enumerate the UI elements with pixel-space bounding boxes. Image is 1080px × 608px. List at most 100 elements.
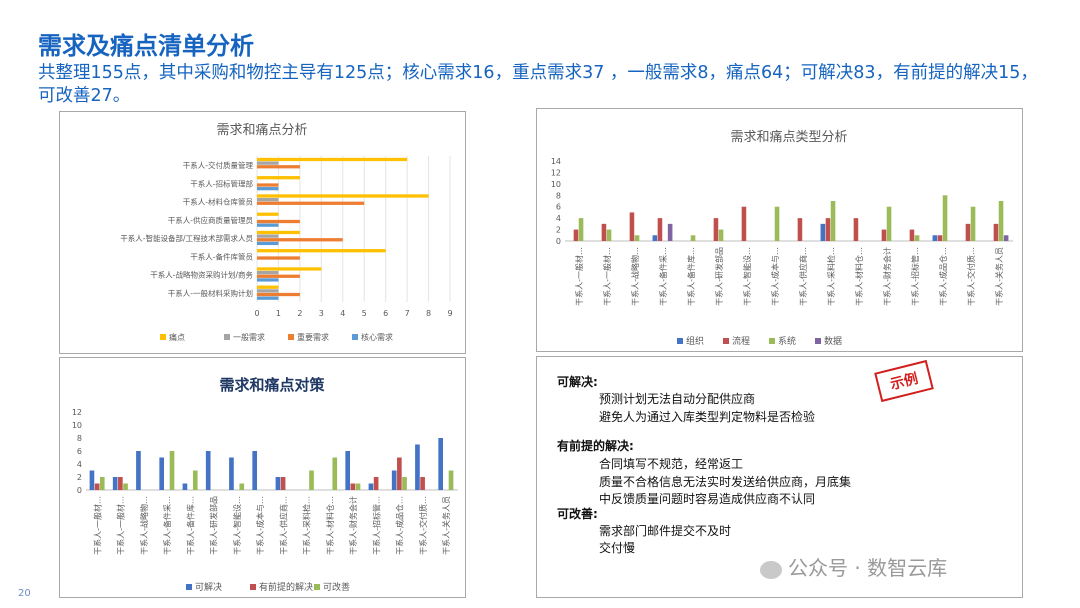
bar — [257, 223, 279, 227]
type-analysis-chart: 需求和痛点类型分析 0 2 4 6 8 10 12 14 干系人-一般材… 干系人-一般材… 干系人-… — [551, 129, 1013, 347]
x-tick-label: 7 — [405, 309, 410, 318]
category-label: 干系人-战略物… — [630, 247, 640, 306]
legend-swatch — [677, 338, 683, 344]
category-label: 干系人-一般材… — [574, 247, 584, 306]
bar — [182, 483, 188, 490]
x-tick-label: 5 — [362, 309, 367, 318]
bar — [257, 194, 429, 198]
category-label: 干系人-智能设… — [232, 496, 242, 555]
bar — [257, 176, 300, 180]
solvable-heading: 可解决: — [557, 375, 598, 389]
summary-text: 共整理155点，其中采购和物控主导有125点；核心需求16，重点需求37 ，一般… — [38, 63, 1038, 106]
bar — [252, 451, 258, 490]
category-label: 干系人-一般材料采购计划 — [168, 288, 253, 298]
category-label: 干系人-成本与… — [770, 247, 780, 306]
category-label: 干系人-关务人员 — [994, 247, 1004, 306]
legend-label: 系统 — [778, 335, 796, 347]
y-tick-label: 4 — [556, 214, 561, 223]
category-label: 干系人-交付质量管理 — [183, 160, 254, 170]
x-tick-label: 6 — [383, 309, 388, 318]
bar — [89, 470, 95, 490]
legend-swatch — [815, 338, 821, 344]
bar — [229, 457, 234, 490]
solvable-item: 预测计划无法自动分配供应商 — [599, 392, 756, 406]
chart-title: 需求和痛点对策 — [219, 376, 325, 394]
legend-label: 核心需求 — [361, 332, 393, 342]
bar — [136, 451, 141, 490]
bar — [448, 470, 454, 490]
category-label: 干系人-材料仓… — [854, 247, 864, 306]
bar — [391, 470, 397, 490]
bar — [713, 218, 719, 241]
bar — [402, 477, 407, 490]
bar — [853, 218, 859, 241]
chart-panel-demand-pain: 需求和痛点分析 0 1 2 3 4 5 6 7 8 9 干系人-交付质量管理 干系人-招标管理部 干系人-… — [59, 111, 466, 354]
bar — [257, 296, 279, 300]
conditional-item: 合同填写不规范，经常返工 — [599, 457, 744, 471]
category-label: 干系人-供应商… — [798, 247, 808, 306]
x-tick-label: 9 — [447, 309, 452, 318]
legend-swatch — [723, 338, 729, 344]
bar — [192, 470, 198, 490]
countermeasure-chart: 需求和痛点对策 0 2 4 6 8 10 12 干系人-一般材… 干系人-一般材… 干系人-战略物…… — [72, 376, 458, 593]
x-tick-label: 1 — [276, 309, 281, 318]
bar — [397, 457, 402, 490]
category-label: 干系人-备件库… — [185, 496, 195, 555]
bar — [909, 229, 915, 241]
legend-label: 数据 — [824, 335, 842, 347]
category-label: 干系人-采料检… — [302, 496, 312, 555]
legend-label: 有前提的解决 — [259, 581, 313, 593]
category-label: 干系人-备件采… — [658, 247, 668, 306]
demand-pain-chart: 需求和痛点分析 0 1 2 3 4 5 6 7 8 9 干系人-交付质量管理干系人-招标管理部干系人-… — [120, 122, 452, 342]
bar — [350, 483, 356, 490]
bar — [881, 229, 887, 241]
bar — [942, 195, 948, 241]
category-label: 干系人-备件采… — [162, 496, 172, 555]
y-tick-label: 8 — [556, 191, 561, 200]
x-tick-label: 2 — [297, 309, 302, 318]
legend-swatch — [186, 584, 192, 590]
bar — [112, 477, 118, 490]
legend-label: 重要需求 — [297, 332, 329, 342]
category-label: 干系人-战略物… — [139, 496, 149, 555]
bar — [914, 235, 920, 241]
page-number: 20 — [18, 588, 31, 599]
solvable-item: 避免人为通过入库类型判定物料是否检验 — [599, 410, 816, 424]
bar — [741, 206, 747, 241]
bar — [718, 229, 724, 241]
bar — [257, 285, 279, 289]
bar — [257, 292, 300, 297]
y-tick-label: 6 — [77, 447, 82, 456]
y-tick-label: 2 — [77, 473, 82, 482]
bar — [825, 218, 831, 241]
legend-label: 流程 — [732, 335, 750, 347]
bar — [420, 477, 425, 490]
legend-label: 组织 — [686, 335, 704, 347]
chart-panel-type-analysis: 需求和痛点类型分析 0 2 4 6 8 10 12 14 干系人-一般材… 干系人-一般材… 干系人-… — [536, 108, 1023, 352]
page-title: 需求及痛点清单分析 — [38, 32, 254, 60]
wechat-icon — [760, 560, 782, 579]
improvable-heading: 可改善: — [557, 507, 598, 521]
bar — [652, 235, 658, 241]
bar — [309, 470, 314, 490]
bar — [355, 483, 361, 490]
category-label: 干系人-材料仓… — [325, 496, 335, 555]
bar — [159, 457, 165, 490]
bar — [257, 289, 279, 293]
legend-label: 可解决 — [195, 581, 222, 593]
bar — [345, 451, 351, 490]
legend-swatch — [250, 584, 256, 590]
legend-label: 可改善 — [323, 581, 350, 593]
bar — [257, 201, 365, 205]
category-label: 干系人-供应商… — [278, 496, 288, 555]
bar — [573, 229, 579, 241]
bar — [993, 223, 999, 241]
bar — [257, 267, 322, 271]
chart-title: 需求和痛点类型分析 — [730, 129, 847, 145]
bar — [257, 270, 279, 275]
y-tick-label: 10 — [551, 180, 561, 189]
y-tick-label: 14 — [551, 157, 561, 166]
bar — [629, 212, 635, 241]
legend-label: 一般需求 — [233, 332, 265, 342]
y-tick-label: 10 — [72, 421, 82, 430]
